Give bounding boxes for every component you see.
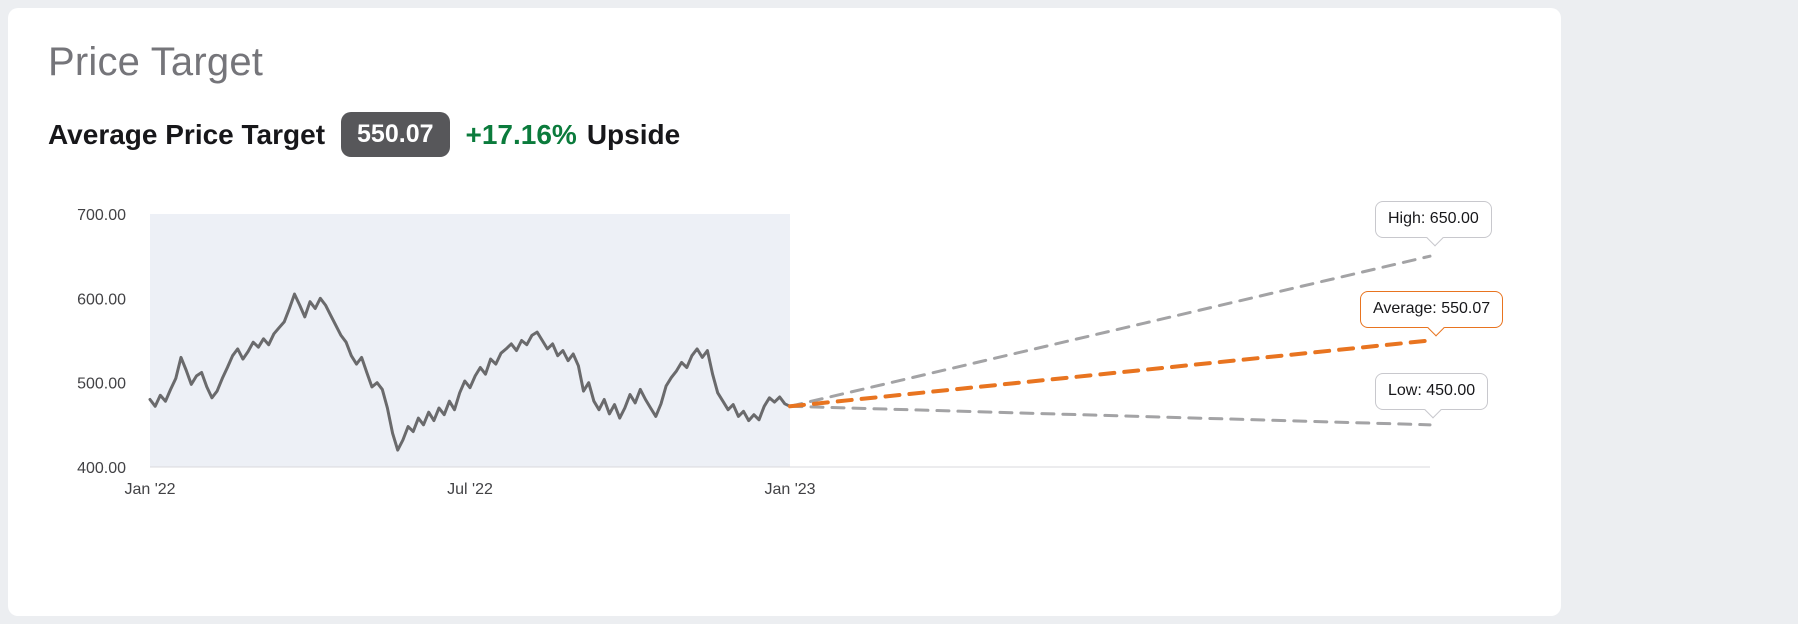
average-price-row: Average Price Target 550.07 +17.16% Upsi…	[48, 112, 1521, 157]
upside-percent: +17.16%	[465, 118, 577, 150]
price-target-card: Price Target Average Price Target 550.07…	[8, 8, 1561, 616]
svg-text:700.00: 700.00	[77, 207, 126, 224]
price-chart-svg[interactable]: 700.00 600.00 500.00 400.00 Jan '22 Jul '22 Ja…	[48, 207, 1518, 517]
upside-word: Upside	[586, 118, 681, 150]
upside-text: +17.16% Upside	[466, 119, 681, 151]
svg-text:600.00: 600.00	[77, 291, 126, 308]
page-title: Price Target	[48, 40, 264, 84]
high-target-text: High: 650.00	[1388, 210, 1479, 227]
low-target-label: Low: 450.00	[1375, 373, 1489, 419]
svg-text:400.00: 400.00	[77, 460, 126, 477]
svg-text:500.00: 500.00	[77, 376, 126, 393]
low-target-text: Low: 450.00	[1388, 382, 1476, 399]
average-price-badge: 550.07	[341, 112, 450, 157]
svg-text:Jan '23: Jan '23	[764, 481, 815, 498]
high-target-label: High: 650.00	[1375, 201, 1492, 247]
svg-text:Jan '22: Jan '22	[124, 481, 175, 498]
average-target-text: Average: 550.07	[1373, 300, 1491, 317]
average-target-label: Average: 550.07	[1360, 291, 1504, 337]
average-price-label: Average Price Target	[48, 118, 326, 150]
svg-text:Jul '22: Jul '22	[447, 481, 493, 498]
price-target-chart[interactable]: 700.00 600.00 500.00 400.00 Jan '22 Jul '22 Ja…	[48, 201, 1518, 517]
